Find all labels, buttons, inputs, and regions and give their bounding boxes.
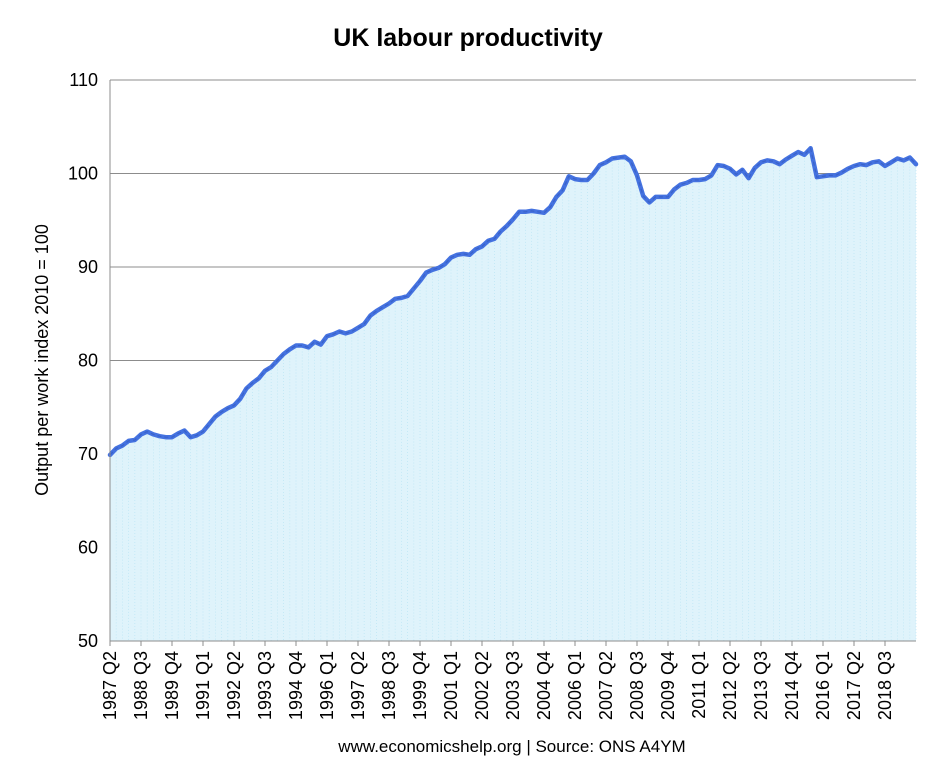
x-tick-label: 2004 Q4 bbox=[534, 651, 554, 720]
chart-title: UK labour productivity bbox=[333, 24, 603, 52]
x-tick-label: 2018 Q3 bbox=[875, 651, 895, 720]
series-line-layer bbox=[107, 146, 919, 458]
x-tick-label: 1991 Q1 bbox=[193, 651, 213, 720]
y-tick-label: 90 bbox=[78, 257, 98, 277]
x-tick-label: 1998 Q3 bbox=[379, 651, 399, 720]
x-tick-label: 2003 Q3 bbox=[503, 651, 523, 720]
area-fill bbox=[109, 148, 917, 642]
y-tick-label: 100 bbox=[68, 164, 98, 184]
x-tick-label: 2012 Q2 bbox=[720, 651, 740, 720]
x-tick-label: 1997 Q2 bbox=[348, 651, 368, 720]
y-tick-label: 70 bbox=[78, 444, 98, 464]
x-tick-label: 1992 Q2 bbox=[224, 651, 244, 720]
x-tick-label: 2011 Q1 bbox=[689, 651, 709, 719]
x-tick-label: 2008 Q3 bbox=[627, 651, 647, 720]
axes bbox=[109, 80, 916, 646]
x-tick-label: 2001 Q1 bbox=[441, 651, 461, 720]
x-tick-label: 1993 Q3 bbox=[255, 651, 275, 720]
y-tick-label: 50 bbox=[78, 631, 98, 651]
source-note: www.economicshelp.org | Source: ONS A4YM bbox=[337, 737, 685, 756]
y-tick-label: 60 bbox=[78, 538, 98, 558]
y-tick-labels: 50 60 70 80 90 100 110 bbox=[68, 70, 98, 651]
y-axis-label: Output per work index 2010 = 100 bbox=[32, 224, 52, 496]
series-line-dash bbox=[109, 147, 917, 456]
x-tick-label: 1987 Q2 bbox=[100, 651, 120, 720]
x-tick-label: 1999 Q4 bbox=[410, 651, 430, 720]
x-tick-labels: 1987 Q2 1988 Q3 1989 Q4 1991 Q1 1992 Q2 1993 … bbox=[100, 651, 895, 720]
area-fill-shape bbox=[110, 148, 916, 642]
x-tick-label: 1989 Q4 bbox=[162, 651, 182, 720]
x-tick-label: 1996 Q1 bbox=[317, 651, 337, 720]
y-tick-label: 110 bbox=[69, 70, 98, 90]
x-tick-label: 2014 Q4 bbox=[782, 651, 802, 720]
x-tick-label: 2007 Q2 bbox=[596, 651, 616, 720]
x-tick-label: 2002 Q2 bbox=[472, 651, 492, 720]
x-tick-label: 2006 Q1 bbox=[565, 651, 585, 720]
x-tick-label: 2016 Q1 bbox=[813, 651, 833, 720]
x-tick-label: 2009 Q4 bbox=[658, 651, 678, 720]
x-tick-label: 2017 Q2 bbox=[844, 651, 864, 720]
x-tick-label: 2013 Q3 bbox=[751, 651, 771, 720]
x-tick-label: 1988 Q3 bbox=[131, 651, 151, 720]
x-tick-label: 1994 Q4 bbox=[286, 651, 306, 720]
y-tick-label: 80 bbox=[78, 351, 98, 371]
